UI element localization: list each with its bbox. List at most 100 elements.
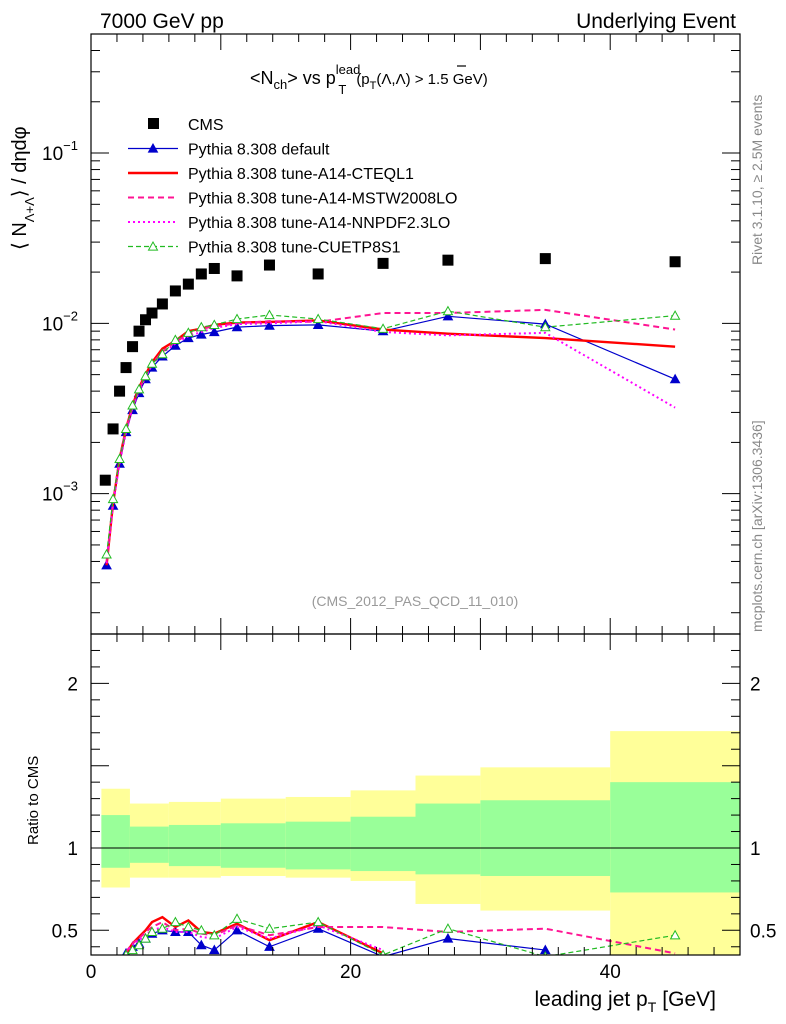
point-default-17: [442, 310, 454, 321]
ratio-line-nnpdf: [125, 924, 384, 954]
ratio-ytick-label-left-1: 1: [67, 839, 78, 860]
legend-marker-cms: [148, 118, 159, 129]
line-cuetp8s1: [105, 310, 676, 555]
ratio-ytick-label-right-0.5: 0.5: [750, 921, 776, 942]
band-inner-4: [285, 821, 351, 870]
title-cut-sub: T: [370, 80, 377, 92]
x-tick-label-40: 40: [600, 962, 621, 983]
point-cuetp8s1-17: [442, 305, 454, 316]
legend-item-mstw: Pythia 8.308 tune-A14-MSTW2008LO: [128, 191, 457, 208]
point-cms-8: [156, 298, 168, 310]
ratio-point-default-10: [231, 924, 243, 935]
point-cms-16: [377, 257, 389, 269]
band-inner-7: [480, 800, 611, 876]
point-cuetp8s1-14: [264, 309, 275, 320]
x-tick-label-20: 20: [340, 962, 361, 983]
point-cuetp8s1-19: [669, 310, 681, 320]
point-cuetp8s1-2: [114, 453, 125, 464]
point-cuetp8s1-7: [146, 358, 158, 368]
x-label-sub: T: [648, 999, 657, 1015]
point-cms-13: [231, 270, 243, 282]
point-cms-5: [133, 325, 145, 337]
legend-marker-cuetp8s1: [147, 240, 159, 251]
ratio-frame: [90, 633, 741, 956]
point-cuetp8s1-12: [208, 319, 220, 329]
point-cuetp8s1-15: [312, 313, 324, 324]
y-tick-label-2: 10−1: [42, 138, 78, 165]
legend-label-default: Pythia 8.308 default: [188, 142, 330, 159]
y-tick-base-2: 10: [42, 144, 63, 165]
title-part-1: <N: [250, 68, 274, 88]
ratio-point-cuetp8s1-12: [312, 916, 324, 927]
point-cms-17: [442, 254, 454, 266]
band-inner-0: [101, 815, 130, 868]
legend-item-cms: CMS: [148, 117, 224, 134]
legend: CMS Pythia 8.308 default Pythia 8.308 tune…: [128, 117, 457, 257]
mcplots-label: mcplots.cern.ch [arXiv:1306.3436]: [749, 420, 765, 632]
line-cteql1: [105, 319, 676, 566]
band-inner-8: [610, 782, 740, 893]
legend-item-cuetp8s1: Pythia 8.308 tune-CUETP8S1: [128, 240, 401, 257]
point-default-14: [264, 320, 275, 330]
y-label-sub: Λ+Λ: [22, 197, 37, 222]
ratio-ytick-label-right-1: 1: [750, 839, 761, 860]
point-cms-7: [146, 307, 158, 319]
point-cuetp8s1-9: [170, 334, 181, 344]
point-default-11: [195, 328, 207, 339]
y-label-part-2: ⟩ / dηdφ: [9, 126, 31, 197]
y-tick-exp-1: −2: [63, 308, 78, 323]
title-sup-lead: lead: [336, 62, 361, 77]
band-inner-5: [350, 816, 416, 872]
point-default-19: [669, 373, 681, 384]
x-label-unit: [GeV]: [662, 988, 716, 1011]
ratio-point-default-11: [264, 941, 275, 951]
ratio-line-cteql1: [125, 915, 384, 955]
ratio-point-cuetp8s1-4: [146, 926, 158, 937]
point-cms-15: [312, 268, 324, 280]
title-sub-ch: ch: [274, 77, 288, 92]
ratio-point-default-8: [195, 939, 207, 950]
band-inner-6: [415, 803, 481, 875]
legend-label-cms: CMS: [188, 117, 224, 134]
legend-marker-default: [147, 142, 159, 153]
band-inner-2: [168, 824, 221, 867]
ratio-point-cuetp8s1-9: [208, 929, 220, 940]
y-label-part-1: ⟨ N: [9, 222, 31, 250]
point-cms-12: [208, 262, 220, 274]
title-sub-t: T: [338, 82, 346, 97]
point-cms-3: [120, 362, 132, 374]
point-cuetp8s1-1: [107, 493, 119, 504]
title-part-2: > vs p: [287, 68, 336, 88]
legend-label-mstw: Pythia 8.308 tune-A14-MSTW2008LO: [188, 191, 457, 208]
band-inner-3: [220, 823, 286, 868]
ratio-point-cuetp8s1-11: [264, 923, 275, 933]
legend-item-nnpdf: Pythia 8.308 tune-A14-NNPDF2.3LO: [128, 215, 450, 232]
band-inner-1: [129, 826, 169, 863]
point-cuetp8s1-0: [101, 548, 112, 559]
ratio-point-default-9: [208, 944, 220, 955]
line-default: [105, 315, 676, 566]
point-cms-14: [263, 259, 275, 271]
point-cuetp8s1-8: [157, 348, 168, 359]
point-cuetp8s1-6: [140, 370, 151, 381]
ratio-point-cuetp8s1-7: [183, 921, 194, 932]
ratio-series: [122, 913, 681, 955]
y-axis-label-top: ⟨ NΛ+Λ⟩ / dηdφ: [9, 126, 37, 250]
ratio-ytick-label-right-2: 2: [750, 674, 761, 695]
x-axis-label: leading jet pT [GeV]: [534, 988, 716, 1015]
ratio-line-mstw: [125, 920, 676, 955]
analysis-id: (CMS_2012_PAS_QCD_11_010): [312, 593, 519, 609]
ratio-point-cuetp8s1-10: [231, 913, 243, 923]
point-cms-1: [107, 423, 119, 435]
plot-title: <Nch> vs plead T(pT(Λ,Λ) > 1.5 GeV): [250, 62, 488, 97]
x-tick-label-0: 0: [86, 962, 97, 983]
ratio-point-cuetp8s1-14: [442, 923, 454, 933]
ratio-point-cuetp8s1-16: [669, 929, 681, 940]
ratio-point-cuetp8s1-8: [195, 924, 207, 935]
point-default-15: [312, 319, 324, 329]
ratio-ytick-label-left-2: 2: [67, 674, 78, 695]
ratio-bands: [101, 731, 740, 955]
point-cuetp8s1-4: [127, 399, 138, 410]
point-cms-6: [140, 314, 152, 326]
y-tick-label-1: 10−2: [42, 308, 78, 335]
